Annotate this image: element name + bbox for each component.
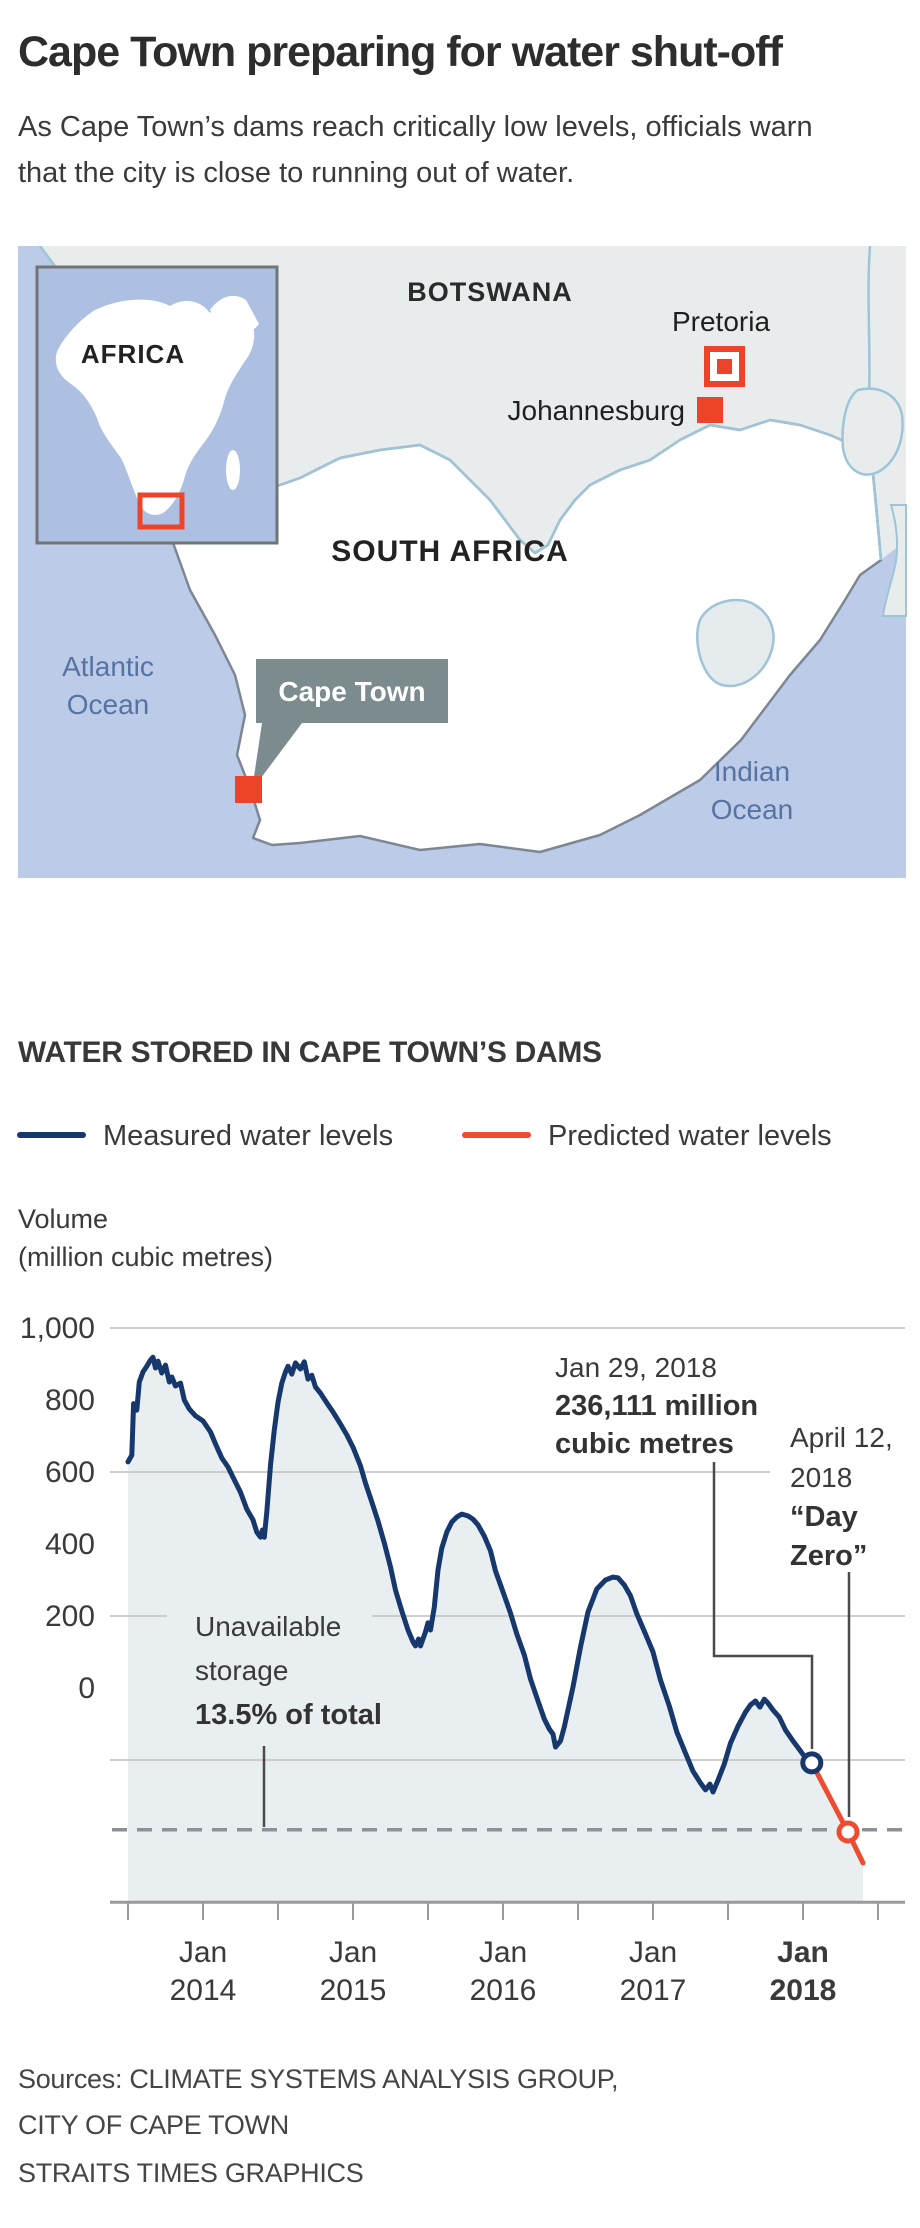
water-storage-chart: WATER STORED IN CAPE TOWN’S DAMS Measure…: [17, 1036, 905, 2007]
measured-line: [125, 1354, 815, 1795]
botswana-label: BOTSWANA: [407, 277, 573, 307]
south-africa-label: SOUTH AFRICA: [331, 535, 569, 568]
x-axis-label-year: 2017: [620, 1974, 687, 2007]
y-axis-label: 800: [45, 1384, 95, 1417]
sources-line-2: CITY OF CAPE TOWN: [18, 2110, 289, 2140]
sources-line-1: Sources: CLIMATE SYSTEMS ANALYSIS GROUP,: [18, 2064, 619, 2094]
jan29-line3: cubic metres: [555, 1428, 734, 1460]
swaziland-shape: [841, 387, 904, 476]
south-africa-highlight-box: [137, 492, 185, 530]
cape-town-callout-box: [256, 659, 448, 723]
sources-line-3: STRAITS TIMES GRAPHICS: [18, 2158, 364, 2188]
arabia-silhouette: [210, 295, 259, 338]
page-title: Cape Town preparing for water shut-off: [18, 28, 783, 76]
chart-title: WATER STORED IN CAPE TOWN’S DAMS: [18, 1036, 602, 1069]
plot-area: 1,000 800 600 400 200 0 Jan 2014 Jan 2015 Jan 2016 J…: [20, 1312, 905, 2007]
y-axis-title-line2: (million cubic metres): [18, 1242, 273, 1272]
chart-legend: Measured water levels Predicted water le…: [17, 1120, 832, 1152]
atlantic-ocean-label-line1: Atlantic: [62, 651, 154, 682]
cape-town-marker: [235, 776, 262, 803]
x-axis-label-year: 2016: [470, 1974, 537, 2007]
y-axis-label: 400: [45, 1528, 95, 1561]
x-axis-label-year: 2015: [320, 1974, 387, 2007]
lesotho-shape: [696, 598, 775, 688]
indian-ocean-label-line1: Indian: [714, 756, 790, 787]
johannesburg-label: Johannesburg: [508, 395, 685, 426]
day-zero-marker: [836, 1820, 860, 1844]
unavailable-line1: Unavailable: [195, 1611, 341, 1642]
y-axis-label: 600: [45, 1456, 95, 1489]
predicted-legend-label: Predicted water levels: [548, 1120, 832, 1152]
pretoria-capital-marker-dot: [717, 359, 732, 374]
day-zero-annotation: April 12, 2018 “Day Zero”: [790, 1422, 893, 1572]
x-axis-label-year: 2014: [170, 1974, 237, 2007]
jan29-annotation-connector: [712, 1462, 814, 1749]
day-zero-line2: 2018: [790, 1462, 852, 1493]
unavailable-line2: storage: [195, 1655, 288, 1686]
jan29-annotation: Jan 29, 2018 236,111 million cubic metre…: [555, 1352, 758, 1460]
cape-town-callout-pointer: [252, 723, 302, 790]
subtitle-line-1: As Cape Town’s dams reach critically low…: [18, 111, 813, 143]
y-axis-title-line1: Volume: [18, 1204, 108, 1234]
unavailable-storage-annotation: Unavailable storage 13.5% of total: [195, 1611, 382, 1731]
page-subtitle: As Cape Town’s dams reach critically low…: [18, 104, 902, 196]
jan29-line2: 236,111 million: [555, 1390, 758, 1422]
x-axis-label-month: Jan: [179, 1936, 227, 1969]
unavailable-line3: 13.5% of total: [195, 1699, 382, 1731]
x-axis-label-month: Jan: [479, 1936, 527, 1969]
measured-legend-label: Measured water levels: [103, 1120, 393, 1152]
botswana-border: [171, 418, 883, 561]
indian-ocean-label-line2: Ocean: [711, 794, 794, 825]
africa-inset: AFRICA: [35, 265, 279, 545]
area-fill: [128, 1357, 863, 1902]
johannesburg-marker: [697, 397, 723, 423]
day-zero-line4: Zero”: [790, 1540, 867, 1572]
measured-end-marker: [800, 1751, 824, 1775]
y-axis-label: 200: [45, 1600, 95, 1633]
y-axis-label: 0: [78, 1672, 95, 1705]
africa-silhouette: [55, 299, 255, 516]
madagascar-silhouette: [226, 450, 240, 490]
subtitle-line-2: that the city is close to running out of…: [18, 157, 575, 189]
south-africa-locator-map: AFRICA BOTSWANA SOUTH AFRICA Pretoria Jo…: [18, 246, 907, 878]
day-zero-line1: April 12,: [790, 1422, 893, 1453]
x-axis-label-month: Jan: [329, 1936, 377, 1969]
pretoria-label: Pretoria: [672, 306, 770, 337]
x-axis-label-month: Jan: [629, 1936, 677, 1969]
cape-town-callout: Cape Town: [235, 659, 448, 803]
inset-africa-label: AFRICA: [81, 339, 185, 369]
day-zero-line3: “Day: [790, 1501, 858, 1533]
cape-town-label: Cape Town: [278, 676, 425, 707]
atlantic-ocean-label-line2: Ocean: [67, 689, 150, 720]
x-axis-label-year: 2018: [770, 1974, 837, 2007]
y-axis-label: 1,000: [20, 1312, 95, 1345]
jan29-line1: Jan 29, 2018: [555, 1352, 717, 1383]
madagascar-sliver: [881, 504, 907, 617]
x-axis-label-month: Jan: [777, 1936, 829, 1969]
